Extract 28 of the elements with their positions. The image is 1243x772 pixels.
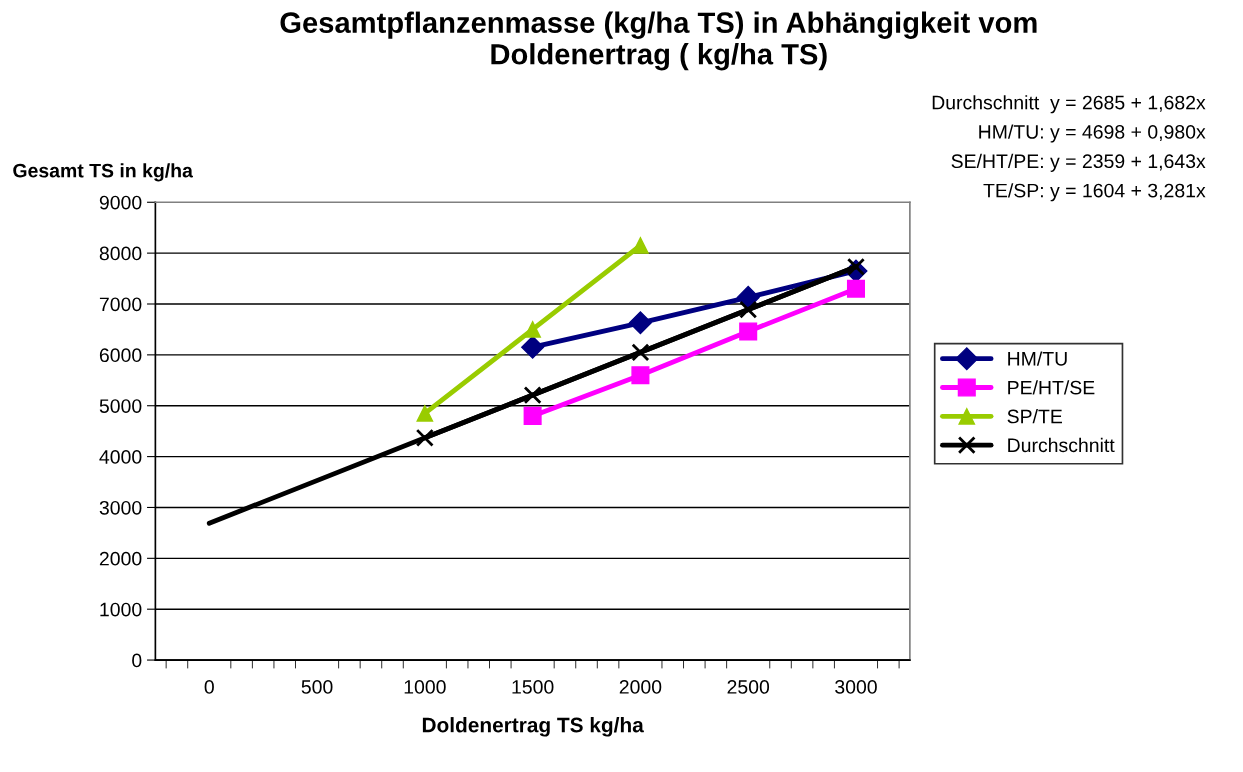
x-axis-title: Doldenertrag TS kg/ha <box>422 717 644 737</box>
x-tick-label: 1000 <box>404 680 446 694</box>
text: Durchschnitt y = 2685 + 1,682x <box>932 95 1206 114</box>
x-tick-label: 500 <box>301 680 333 694</box>
y-tick-label: 1000 <box>100 602 142 617</box>
y-tick-label: 3000 <box>99 500 142 515</box>
x-tick-label: 0 <box>204 680 214 694</box>
y-tick-label: 4000 <box>99 450 142 464</box>
text: SE/HT/PE: y = 2359 + 1,643x <box>951 153 1206 172</box>
y-tick-label: 0 <box>132 653 142 668</box>
x-tick-label: 2000 <box>619 680 662 694</box>
x-tick-label: 2500 <box>727 680 770 694</box>
y-tick-label: 8000 <box>99 246 142 261</box>
text: TE/SP: y = 1604 + 3,281x <box>983 183 1206 202</box>
y-tick-label: 7000 <box>99 297 142 312</box>
y-tick-label: 2000 <box>99 551 142 566</box>
x-tick-label: 3000 <box>835 680 877 694</box>
chart-title: Gesamtpflanzenmasse (kg/ha TS) in Abhängigkeit vom Doldenertrag ( kg/ha TS) <box>280 11 1037 71</box>
legend-label: SP/TE <box>1007 409 1062 424</box>
legend-label: PE/HT/SE <box>1008 380 1095 395</box>
legend-label: Durchschnitt <box>1008 437 1115 453</box>
y-tick-label: 9000 <box>99 195 142 210</box>
legend-label: HM/TU <box>1008 351 1067 366</box>
y-axis-title: Gesamt TS in kg/ha <box>13 163 193 182</box>
y-tick-label: 5000 <box>99 399 142 413</box>
y-tick-label: 6000 <box>99 348 142 363</box>
text: HM/TU: y = 4698 + 0,980x <box>979 124 1206 143</box>
x-tick-label: 1500 <box>512 680 554 694</box>
